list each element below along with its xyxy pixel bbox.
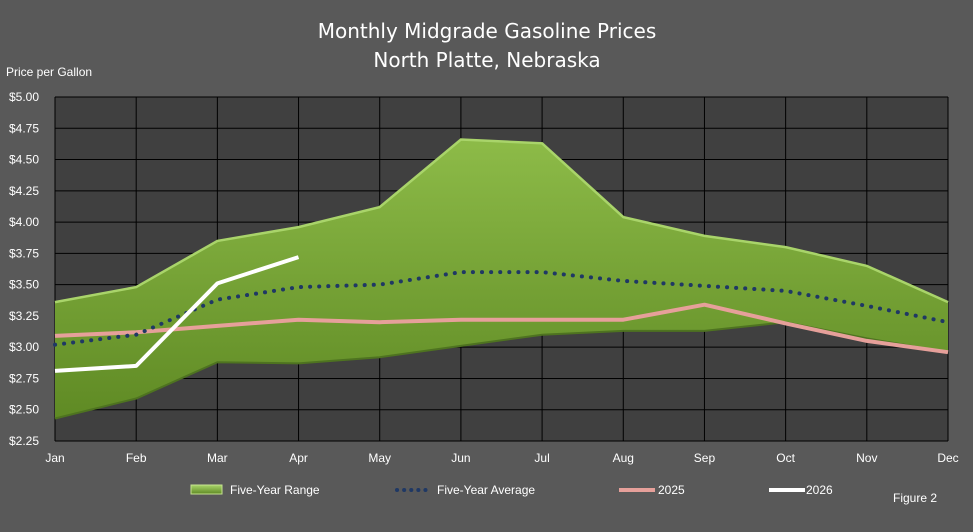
x-tick-label: Feb	[126, 451, 147, 465]
y-tick-label: $2.75	[9, 371, 39, 385]
y-tick-label: $3.75	[9, 246, 39, 260]
y-axis-ticks: $2.25 $2.50 $2.75 $3.00 $3.25 $3.50 $3.75 $4.00…	[9, 90, 39, 448]
x-tick-label: Jan	[45, 451, 64, 465]
legend-label-range: Five-Year Range	[230, 483, 320, 497]
x-tick-label: Oct	[776, 451, 795, 465]
x-axis-ticks: Jan Feb Mar Apr May Jun Jul Aug Sep Oct Nov Dec	[45, 451, 958, 465]
line-2025	[54, 302, 949, 355]
x-tick-label: Aug	[613, 451, 634, 465]
x-tick-label: Dec	[937, 451, 958, 465]
y-tick-label: $4.25	[9, 184, 39, 198]
five-year-range-high-edge	[54, 138, 949, 304]
figure-label: Figure 2	[893, 491, 937, 505]
x-tick-label: Jul	[534, 451, 549, 465]
y-tick-label: $4.50	[9, 153, 39, 167]
y-tick-label: $4.00	[9, 215, 39, 229]
y-tick-label: $3.25	[9, 309, 39, 323]
legend-swatch-range	[190, 484, 223, 495]
line-2026	[54, 255, 300, 373]
x-tick-label: May	[368, 451, 391, 465]
x-tick-label: Nov	[856, 451, 877, 465]
x-tick-label: Mar	[207, 451, 228, 465]
x-tick-label: Jun	[451, 451, 470, 465]
x-tick-label: Apr	[289, 451, 308, 465]
y-tick-label: $3.00	[9, 340, 39, 354]
legend-label-average: Five-Year Average	[437, 483, 535, 497]
line-five-year-average	[53, 270, 950, 347]
y-tick-label: $4.75	[9, 121, 39, 135]
y-axis-title: Price per Gallon	[6, 65, 92, 79]
legend-label-2026: 2026	[806, 483, 833, 497]
five-year-range-area	[55, 139, 948, 419]
legend-label-2025: 2025	[658, 483, 685, 497]
legend: Five-Year Range Five-Year Average 2025 2…	[190, 483, 833, 497]
x-tick-label: Sep	[694, 451, 716, 465]
chart-title: Monthly Midgrade Gasoline Prices	[318, 19, 657, 43]
y-tick-label: $3.50	[9, 278, 39, 292]
y-tick-label: $5.00	[9, 90, 39, 104]
series-layer	[53, 138, 950, 420]
chart-subtitle: North Platte, Nebraska	[373, 48, 600, 72]
y-tick-label: $2.25	[9, 434, 39, 448]
y-tick-label: $2.50	[9, 403, 39, 417]
